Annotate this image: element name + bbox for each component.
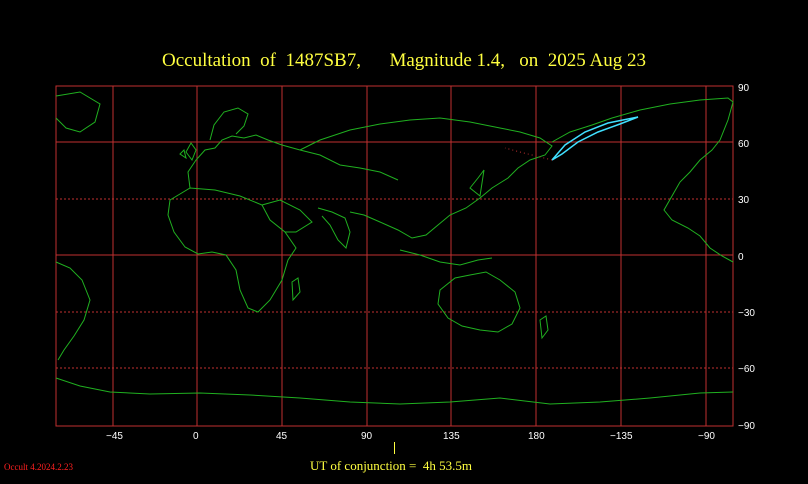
lat-tick-30: 30 (738, 195, 750, 206)
asia-coast (299, 117, 553, 239)
map-grid (56, 86, 733, 426)
map-frame (55, 85, 734, 427)
page-title: Occultation of 1487SB7, Magnitude 1.4, o… (162, 50, 646, 71)
japan-coast (469, 169, 485, 197)
lat-tick-0: 0 (738, 252, 744, 263)
lat-tick-60: 60 (738, 139, 750, 150)
indonesia-coast (399, 249, 493, 266)
lon-tick-135: 135 (443, 431, 460, 442)
north-america-coast (551, 97, 734, 263)
lon-tick-0: 0 (193, 431, 199, 442)
lon-tick-45: 45 (276, 431, 288, 442)
lon-tick-180: 180 (528, 431, 545, 442)
arabia-coast (261, 199, 313, 233)
south-america-coast (55, 261, 91, 361)
lat-tick-m30: −30 (738, 308, 755, 319)
newzealand-coast (539, 315, 549, 340)
europe-coast (187, 134, 399, 189)
india-coast (317, 207, 351, 249)
africa-coast (167, 187, 297, 313)
greenland-coast (55, 91, 101, 133)
lon-tick-m90: −90 (698, 431, 715, 442)
conjunction-marker (394, 442, 395, 454)
madagascar-coast (291, 277, 301, 302)
coastlines (55, 91, 734, 405)
scandinavia-coast (209, 107, 249, 141)
lon-tick-90: 90 (361, 431, 373, 442)
occultation-path (504, 116, 639, 161)
lat-tick-m60: −60 (738, 364, 755, 375)
lon-tick-m45: −45 (106, 431, 123, 442)
lon-tick-m135: −135 (610, 431, 633, 442)
lat-tick-m90: −90 (738, 421, 755, 432)
lat-tick-90: 90 (738, 83, 750, 94)
british-isles (179, 142, 197, 162)
version-label: Occult 4.2024.2.23 (4, 462, 73, 472)
antarctica-coast (55, 377, 734, 405)
ut-conjunction-label: UT of conjunction = 4h 53.5m (310, 458, 472, 473)
australia-coast (437, 271, 521, 333)
